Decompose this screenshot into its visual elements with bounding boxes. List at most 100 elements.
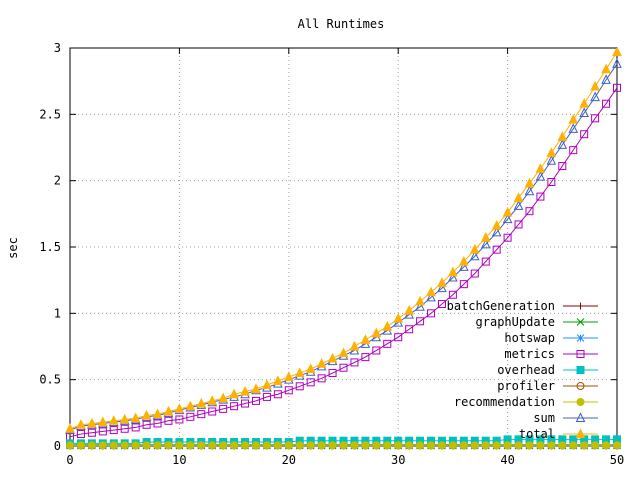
data-point [305,363,316,374]
data-point [580,441,589,450]
data-point [524,177,535,188]
data-point [514,220,523,229]
data-point [612,58,622,68]
data-point [87,417,97,428]
data-point [109,441,118,450]
data-point [350,358,359,367]
data-point [569,146,578,155]
data-point [448,271,458,282]
data-point [568,114,579,124]
legend-label: recommendation [454,395,555,409]
data-point [229,388,239,399]
y-tick-label: 2 [54,174,61,188]
data-point [459,261,469,271]
legend-marker [576,382,585,390]
data-point [295,382,304,391]
data-point [316,358,327,368]
data-point [328,369,337,378]
data-point [230,402,239,411]
data-point [196,397,207,408]
data-point [295,441,304,450]
data-point [481,441,490,450]
data-point [273,390,282,399]
data-point [197,441,206,450]
data-point [404,305,414,315]
data-point [448,266,458,277]
data-point [98,427,107,436]
data-point [415,301,425,311]
data-point [131,423,140,432]
data-point [185,400,196,411]
data-point [569,441,578,450]
data-point [317,374,326,383]
data-point [251,396,260,405]
data-point [535,163,546,173]
data-point [328,441,337,450]
data-point [120,424,129,433]
legend-marker [576,398,585,406]
data-point [186,412,195,421]
y-tick-label: 1 [54,306,61,320]
data-point [481,257,490,266]
data-point [591,114,600,123]
data-point [405,325,414,334]
data-point [109,426,118,435]
data-point [601,74,611,84]
data-point [383,441,392,450]
data-point [131,441,140,450]
legend-label: total [519,427,555,441]
data-point [491,220,502,230]
data-point [98,441,107,450]
data-point [394,441,403,450]
series-sum [65,58,622,435]
data-point [283,371,294,382]
data-point [469,244,480,254]
legend-label: sum [533,411,555,425]
legend-marker [577,302,584,310]
legend-entry: graphUpdate [476,315,598,329]
data-point [591,441,600,450]
y-tick-label: 2.5 [39,107,61,121]
data-point [480,238,491,249]
data-point [218,392,228,403]
data-point [547,441,556,450]
data-point [76,441,85,450]
data-point [153,419,162,428]
data-point [164,416,173,425]
data-point [208,441,217,450]
y-tick-label: 1.5 [39,240,61,254]
data-point [514,441,523,450]
legend-label: graphUpdate [476,315,555,329]
data-point [557,139,568,149]
y-axis-label: sec [6,237,20,259]
data-point [163,405,174,416]
data-point [535,171,546,181]
series-recommendation [66,441,621,450]
legend-entry: sum [533,411,598,425]
data-point [262,392,271,401]
data-point [601,63,611,74]
legend-label: profiler [497,379,555,393]
data-point [339,441,348,450]
data-point [371,327,382,338]
data-point [120,441,129,450]
legend-entry: hotswap [504,331,598,345]
data-point [372,346,381,355]
data-point [306,378,315,387]
data-point [590,80,600,91]
series-group [65,48,622,450]
data-point [197,410,206,419]
series-total [65,48,622,433]
data-point [579,98,589,108]
data-point [613,441,621,450]
data-point [437,300,446,309]
data-point [327,352,338,363]
data-point [306,441,315,450]
data-point [98,416,108,427]
data-point [350,441,359,450]
data-point [361,353,370,362]
legend-marker [575,412,586,422]
data-point [502,206,513,217]
data-point [294,367,305,378]
legend-entry: total [519,427,598,441]
